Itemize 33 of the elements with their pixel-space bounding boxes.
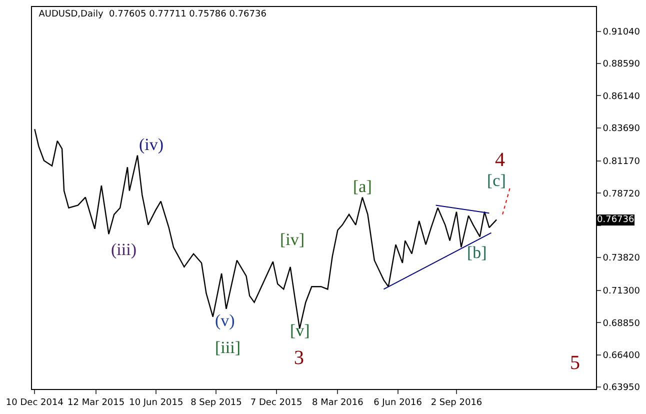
y-tick-label: 0.78720 (602, 189, 640, 200)
x-tick-label: 12 Mar 2015 (68, 398, 125, 408)
annotation: [v] (290, 321, 310, 340)
x-tick-label: 10 Jun 2015 (129, 398, 184, 408)
annotation: (iii) (111, 240, 136, 259)
y-tick-label: 0.88590 (602, 60, 640, 70)
x-tick-label: 7 Dec 2015 (250, 398, 302, 408)
annotation: (iv) (139, 135, 164, 154)
y-tick-label: 0.86140 (602, 92, 640, 102)
annotation: (v) (215, 311, 235, 330)
annotation: [iii] (215, 338, 240, 357)
y-tick-label: 0.71300 (602, 286, 640, 297)
y-tick-label: 0.81170 (602, 157, 640, 168)
annotation: [b] (467, 243, 487, 262)
annotation: 3 (294, 347, 304, 369)
y-tick-label: 0.73820 (602, 254, 640, 264)
y-tick-label: 0.63950 (602, 383, 640, 394)
y-tick-label: 0.66400 (602, 351, 640, 362)
annotation: 5 (570, 352, 580, 374)
x-tick-label: 10 Dec 2014 (6, 398, 64, 408)
x-tick-label: 8 Mar 2016 (312, 398, 364, 408)
annotation: [iv] (280, 230, 305, 249)
annotation: [c] (487, 171, 506, 190)
x-tick-label: 2 Sep 2016 (430, 398, 482, 408)
y-tick-label: 0.83690 (602, 124, 640, 134)
y-tick-label: 0.68850 (602, 318, 640, 329)
annotation: 4 (495, 149, 505, 171)
annotation: [a] (353, 177, 372, 196)
x-tick-label: 8 Sep 2015 (190, 398, 242, 408)
chart-title: AUDUSD,Daily 0.77605 0.77711 0.75786 0.76736 (38, 10, 267, 20)
x-tick-label: 6 Jun 2016 (374, 398, 422, 408)
text: 0.76736 (597, 215, 634, 225)
y-tick-label: 0.91040 (602, 28, 640, 38)
